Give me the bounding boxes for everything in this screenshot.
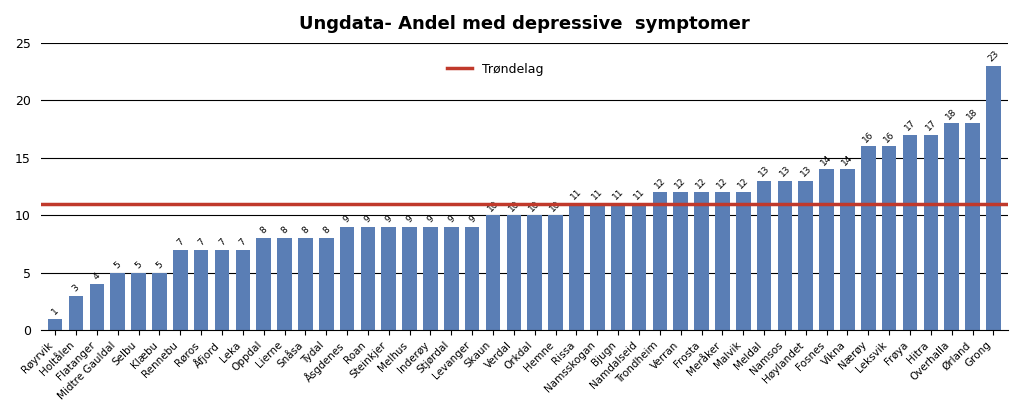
Text: 12: 12 <box>673 176 687 190</box>
Text: 18: 18 <box>944 106 959 121</box>
Bar <box>257 238 271 330</box>
Bar <box>902 135 918 330</box>
Bar <box>611 204 625 330</box>
Bar <box>277 238 292 330</box>
Bar <box>569 204 584 330</box>
Text: 7: 7 <box>196 237 207 248</box>
Bar <box>653 192 667 330</box>
Bar <box>340 227 354 330</box>
Bar <box>424 227 438 330</box>
Text: 13: 13 <box>777 164 792 178</box>
Bar <box>777 181 792 330</box>
Bar <box>361 227 375 330</box>
Text: 7: 7 <box>217 237 227 248</box>
Text: 10: 10 <box>506 198 521 213</box>
Bar <box>506 215 521 330</box>
Bar <box>319 238 333 330</box>
Text: 11: 11 <box>611 187 625 201</box>
Bar <box>799 181 813 330</box>
Bar <box>193 250 209 330</box>
Text: 8: 8 <box>259 225 269 236</box>
Bar <box>215 250 229 330</box>
Text: 7: 7 <box>237 237 248 248</box>
Bar <box>110 272 125 330</box>
Text: 10: 10 <box>548 198 563 213</box>
Bar <box>861 146 876 330</box>
Text: 9: 9 <box>363 214 373 224</box>
Legend: Trøndelag: Trøndelag <box>442 58 548 81</box>
Text: 16: 16 <box>882 129 896 144</box>
Bar <box>90 284 104 330</box>
Text: 17: 17 <box>924 118 938 133</box>
Text: 8: 8 <box>300 225 311 236</box>
Text: 3: 3 <box>71 283 81 293</box>
Text: 18: 18 <box>966 106 980 121</box>
Text: 16: 16 <box>861 129 876 144</box>
Text: 13: 13 <box>799 164 813 178</box>
Bar <box>528 215 542 330</box>
Bar <box>882 146 896 330</box>
Bar <box>966 123 980 330</box>
Text: 12: 12 <box>695 176 709 190</box>
Bar <box>382 227 396 330</box>
Text: 10: 10 <box>528 198 542 213</box>
Text: 9: 9 <box>446 214 456 224</box>
Text: 8: 8 <box>321 225 331 236</box>
Text: 11: 11 <box>590 187 605 201</box>
Text: 11: 11 <box>569 187 584 201</box>
Bar <box>48 319 62 330</box>
Bar <box>298 238 313 330</box>
Text: 14: 14 <box>819 153 834 167</box>
Text: 12: 12 <box>653 176 667 190</box>
Text: 9: 9 <box>426 214 436 224</box>
Text: 12: 12 <box>715 176 729 190</box>
Text: 5: 5 <box>113 260 123 270</box>
Text: 5: 5 <box>133 260 144 270</box>
Text: 1: 1 <box>50 306 60 316</box>
Bar <box>673 192 687 330</box>
Bar <box>152 272 167 330</box>
Text: 14: 14 <box>840 153 854 167</box>
Bar <box>840 169 855 330</box>
Bar <box>464 227 480 330</box>
Bar <box>235 250 251 330</box>
Bar <box>819 169 834 330</box>
Text: 13: 13 <box>757 164 771 178</box>
Text: 4: 4 <box>92 272 102 282</box>
Bar <box>69 296 83 330</box>
Bar <box>944 123 959 330</box>
Text: 7: 7 <box>175 237 185 248</box>
Bar <box>924 135 938 330</box>
Bar <box>736 192 751 330</box>
Title: Ungdata- Andel med depressive  symptomer: Ungdata- Andel med depressive symptomer <box>299 15 750 33</box>
Text: 17: 17 <box>902 118 918 133</box>
Bar <box>715 192 729 330</box>
Bar <box>402 227 417 330</box>
Text: 9: 9 <box>404 214 415 224</box>
Bar <box>695 192 709 330</box>
Text: 9: 9 <box>466 214 478 224</box>
Text: 5: 5 <box>154 260 165 270</box>
Bar <box>131 272 146 330</box>
Bar <box>757 181 771 330</box>
Bar <box>486 215 500 330</box>
Bar <box>986 66 1000 330</box>
Text: 8: 8 <box>279 225 290 236</box>
Bar <box>590 204 605 330</box>
Text: 10: 10 <box>486 198 500 213</box>
Text: 23: 23 <box>986 49 1000 64</box>
Text: 11: 11 <box>632 187 647 201</box>
Bar <box>631 204 647 330</box>
Text: 9: 9 <box>384 214 394 224</box>
Text: 12: 12 <box>736 176 751 190</box>
Bar <box>173 250 187 330</box>
Bar <box>548 215 563 330</box>
Bar <box>444 227 458 330</box>
Text: 9: 9 <box>342 214 352 224</box>
